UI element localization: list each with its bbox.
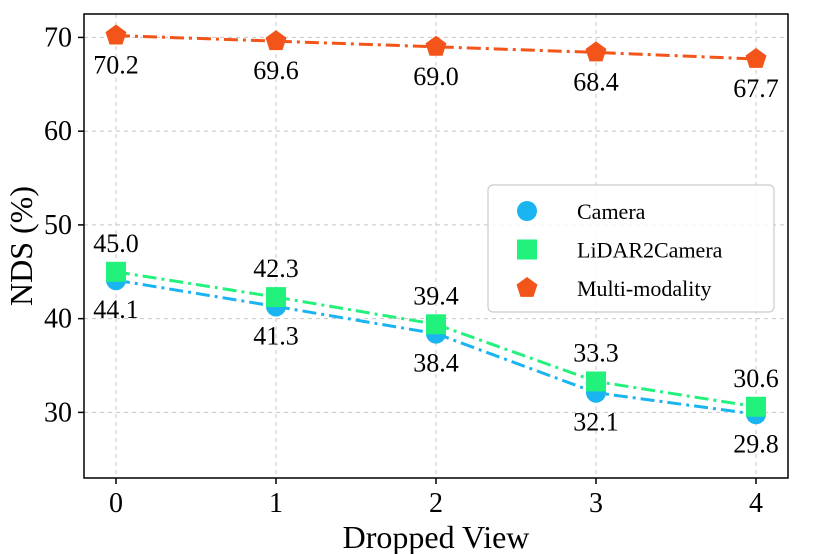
data-point-multi-modality — [265, 30, 287, 51]
legend-box — [487, 184, 775, 313]
data-point-lidar2camera — [586, 371, 606, 392]
y-axis-title: NDS (%) — [3, 186, 39, 306]
data-labels: 44.1 41.3 38.4 32.1 29.8 45.0 42.3 39.4 33.3 30.6… — [93, 51, 779, 459]
data-label-multi-modality: 69.6 — [253, 56, 299, 85]
y-tick-label: 60 — [44, 116, 72, 147]
data-label-multi-modality: 67.7 — [733, 74, 779, 103]
data-label-camera: 44.1 — [93, 295, 139, 324]
data-label-camera: 41.3 — [253, 321, 299, 350]
data-point-multi-modality — [105, 24, 127, 45]
data-label-lidar2camera: 33.3 — [573, 338, 619, 367]
data-label-camera: 32.1 — [573, 408, 619, 437]
x-tick-label: 2 — [429, 488, 443, 519]
data-label-lidar2camera: 30.6 — [733, 364, 779, 393]
data-label-lidar2camera: 45.0 — [93, 229, 139, 258]
x-tick-label: 1 — [269, 488, 283, 519]
x-axis-title: Dropped View — [343, 519, 530, 554]
legend: Camera LiDAR2Camera Multi-modality — [487, 184, 775, 313]
x-tick-label: 3 — [589, 488, 603, 519]
data-point-multi-modality — [425, 35, 447, 56]
data-label-camera: 29.8 — [733, 429, 779, 458]
data-label-camera: 38.4 — [413, 349, 459, 378]
data-point-multi-modality — [585, 41, 607, 62]
data-label-multi-modality: 69.0 — [413, 62, 459, 91]
x-tick-label: 0 — [109, 488, 123, 519]
y-tick-label: 70 — [44, 22, 72, 53]
data-label-lidar2camera: 42.3 — [253, 254, 299, 283]
data-label-lidar2camera: 39.4 — [413, 281, 459, 310]
legend-marker — [516, 277, 538, 297]
y-tick-label: 30 — [44, 397, 72, 428]
y-tick-label: 40 — [44, 304, 72, 335]
legend-label: Camera — [577, 199, 646, 224]
axis-ticks: 0 1 2 3 4 30 40 50 60 70 — [44, 22, 763, 519]
legend-label: Multi-modality — [577, 276, 711, 301]
x-tick-label: 4 — [749, 488, 763, 519]
legend-label: LiDAR2Camera — [577, 238, 723, 263]
y-tick-label: 50 — [44, 210, 72, 241]
data-point-lidar2camera — [106, 261, 126, 282]
data-point-lidar2camera — [746, 396, 766, 417]
data-label-multi-modality: 68.4 — [573, 67, 619, 96]
legend-marker — [517, 201, 537, 221]
data-label-multi-modality: 70.2 — [93, 51, 139, 80]
data-point-multi-modality — [745, 47, 767, 68]
series-layer — [105, 24, 767, 425]
series-line-multi-modality — [115, 34, 757, 61]
data-point-lidar2camera — [266, 287, 286, 308]
data-point-lidar2camera — [426, 314, 446, 335]
legend-marker — [517, 239, 537, 260]
